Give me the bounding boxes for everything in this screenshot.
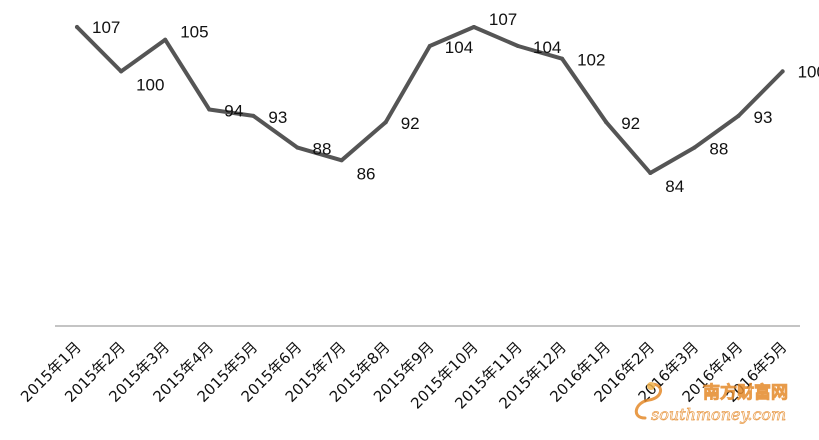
data-point [295, 145, 300, 150]
data-point [604, 120, 609, 125]
data-point [383, 120, 388, 125]
data-label: 92 [401, 114, 420, 133]
data-label: 88 [313, 140, 332, 159]
data-point [207, 107, 212, 112]
data-label: 105 [180, 23, 208, 42]
data-point [75, 25, 79, 29]
data-label: 93 [754, 108, 773, 127]
data-label: 93 [268, 108, 287, 127]
series-layer [75, 25, 785, 175]
watermark-s-swoosh-icon [634, 382, 662, 420]
series-line [75, 25, 785, 175]
data-label: 92 [621, 114, 640, 133]
data-point [780, 69, 785, 74]
data-label: 100 [798, 62, 819, 81]
data-point [471, 25, 476, 29]
data-point [119, 69, 124, 74]
watermark-chinese-text: 南方财富网 [703, 382, 788, 403]
data-point [692, 145, 697, 150]
data-point [648, 171, 653, 175]
southmoney-watermark-logo: 南方财富网 southmoney.com [634, 382, 788, 424]
data-point [427, 44, 432, 48]
data-label: 88 [709, 140, 728, 159]
data-label: 100 [136, 75, 164, 94]
data-point [163, 37, 168, 42]
data-label: 107 [92, 18, 120, 37]
data-label: 107 [489, 10, 517, 29]
data-labels: 107 100 105 94 93 88 86 92 104 107 104 102 92 84 88 93 1… [92, 10, 819, 196]
watermark-english-text: southmoney.com [651, 405, 786, 424]
data-label: 102 [577, 51, 605, 70]
data-label: 86 [357, 164, 376, 183]
data-point [251, 113, 256, 118]
data-point [560, 56, 565, 61]
data-label: 94 [224, 102, 243, 121]
data-point [736, 113, 741, 118]
data-label: 84 [665, 177, 684, 196]
data-point [339, 158, 344, 163]
data-label: 104 [533, 38, 561, 57]
data-label: 104 [445, 38, 473, 57]
data-point [516, 44, 520, 48]
